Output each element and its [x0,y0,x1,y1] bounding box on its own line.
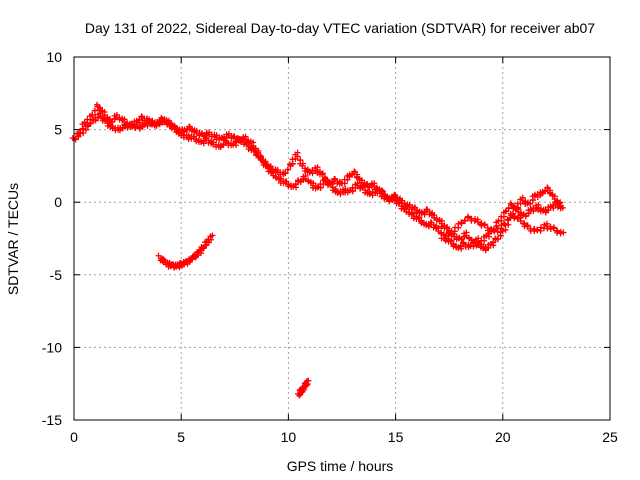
data-point [511,213,518,220]
data-point [458,236,465,243]
data-point [319,171,326,178]
data-point [197,247,204,254]
data-point [421,209,428,216]
data-point [396,199,403,206]
data-point [462,217,469,224]
data-point [153,122,160,129]
data-series [69,101,567,399]
data-point [349,171,356,178]
data-point [560,229,567,236]
x-tick-label: 10 [281,429,297,445]
chart-title: Day 131 of 2022, Sidereal Day-to-day VTE… [85,20,595,36]
data-point [544,184,551,191]
data-point [556,200,563,207]
data-point [504,216,511,223]
data-point [474,219,481,226]
data-point [284,166,291,173]
data-point [267,163,274,170]
axis-ticks: 0 5 10 15 20 25 -15 -10 -5 0 5 10 [42,49,618,445]
plot-frame [73,56,611,421]
x-tick-label: 5 [177,429,185,445]
y-tick-label: -10 [42,339,62,355]
data-point [527,200,534,207]
y-tick-label: -15 [42,412,62,428]
data-point [156,119,163,126]
x-tick-label: 25 [602,429,618,445]
series-track-b [74,101,564,254]
data-point [319,170,326,177]
data-point [76,130,83,137]
series-track-c [438,210,567,243]
data-point [554,228,561,235]
data-point [557,199,564,206]
data-point [209,232,216,239]
data-point [200,138,207,145]
data-point [444,223,451,230]
y-tick-label: 0 [54,194,62,210]
data-point [517,218,524,225]
x-tick-label: 15 [388,429,404,445]
data-point [507,210,514,217]
y-axis-label: SDTVAR / TECUs [5,183,21,295]
data-point [254,149,261,156]
data-point [550,202,557,209]
data-point [464,213,471,220]
x-axis-label: GPS time / hours [287,458,394,474]
y-tick-label: -5 [50,267,63,283]
series-track-d [155,232,216,271]
data-point [292,181,299,188]
data-point [550,225,557,232]
data-point [108,119,115,126]
data-point [544,225,551,232]
x-tick-label: 20 [495,429,511,445]
data-point [490,239,497,246]
data-point [89,111,96,118]
data-point [305,377,312,384]
data-point [416,214,423,221]
grid-lines [74,57,610,420]
data-point [448,237,455,244]
data-point [501,220,508,227]
data-point [282,170,289,177]
data-point [119,125,126,132]
x-tick-label: 0 [70,429,78,445]
data-point [458,220,465,227]
data-point [542,188,549,195]
series-track-e [294,377,312,399]
data-point [524,223,531,230]
data-point [522,213,529,220]
data-point [494,236,501,243]
data-point [232,139,239,146]
data-point [171,122,178,129]
series-track-a [69,110,566,249]
data-point [502,208,509,215]
data-point [547,226,554,233]
data-point [559,204,566,211]
y-tick-label: 5 [54,122,62,138]
data-point [304,381,311,388]
data-point [170,123,177,130]
data-point [442,236,449,243]
data-point [351,168,358,175]
data-point [481,222,488,229]
data-point [329,179,336,186]
data-point [93,101,100,108]
data-point [294,153,301,160]
y-tick-label: 10 [46,49,62,65]
